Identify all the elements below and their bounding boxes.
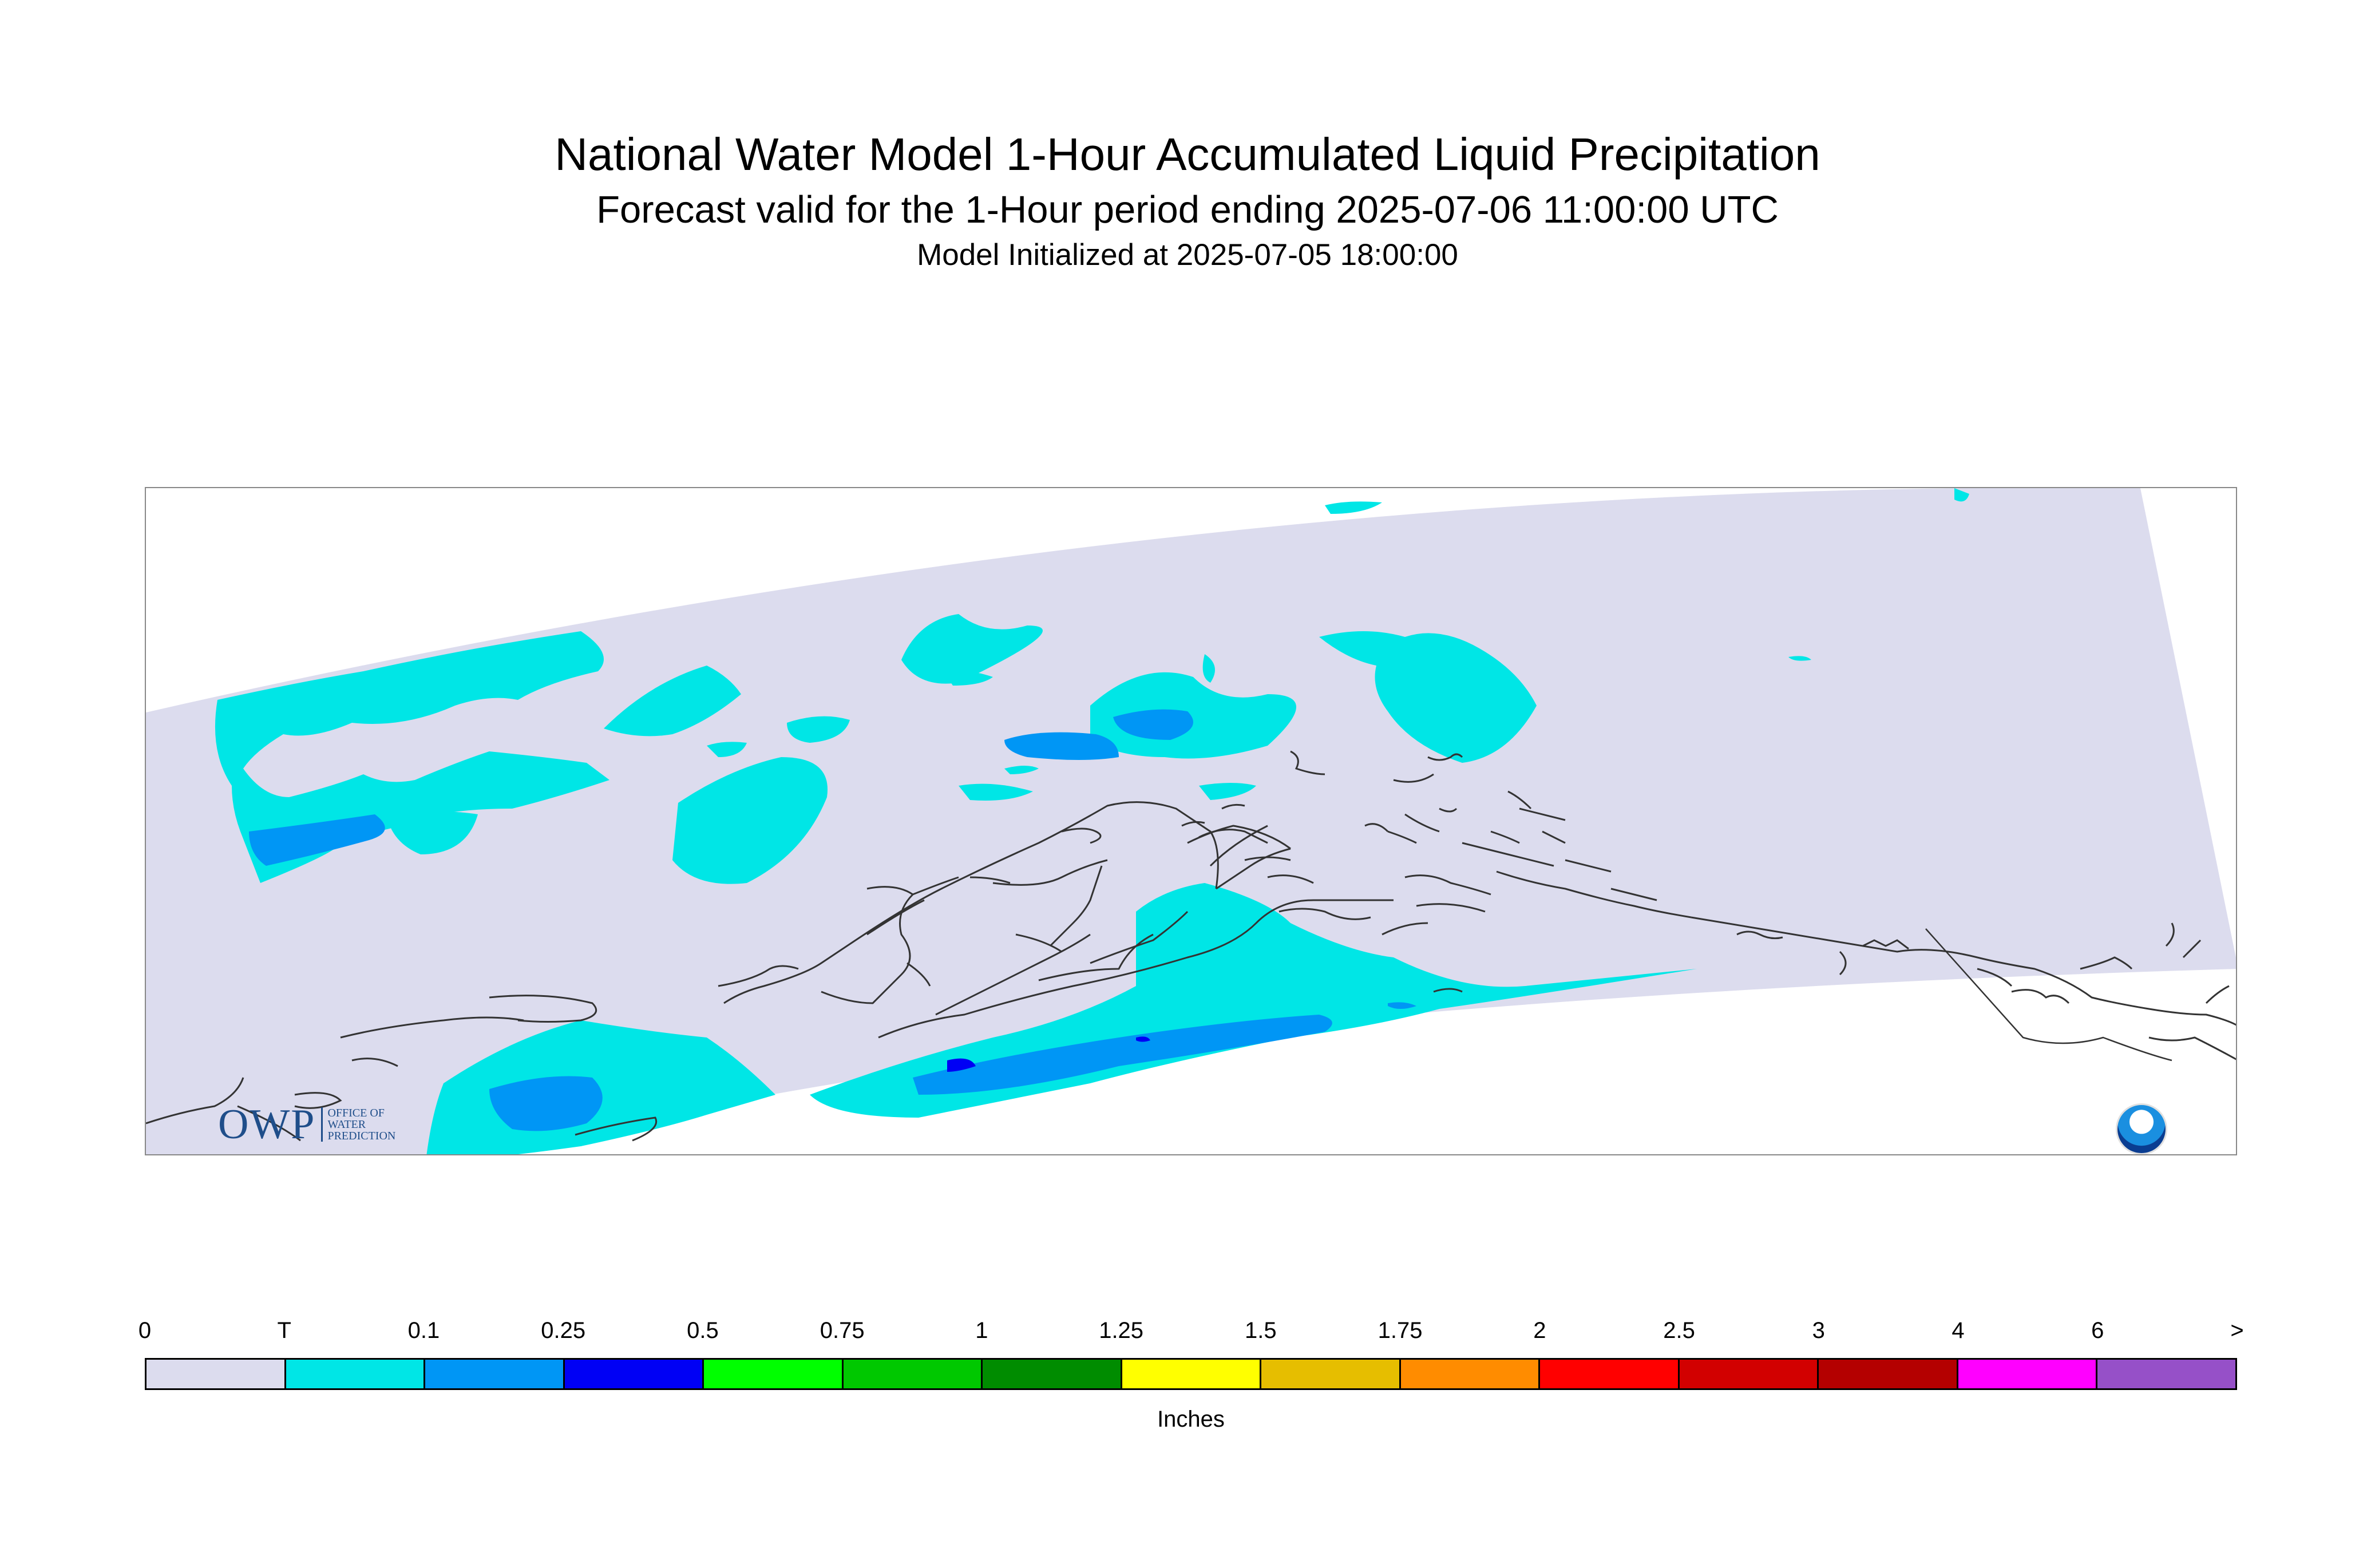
moderate-precip-areas	[947, 1036, 1150, 1072]
legend-tick-label: 0.25	[541, 1318, 586, 1343]
owp-logo-letters: OWP	[218, 1100, 316, 1148]
legend-bin	[2097, 1360, 2235, 1388]
owp-logo-line: WATER	[327, 1118, 366, 1131]
legend-bin	[286, 1360, 426, 1388]
owp-logo-line: OFFICE OF	[327, 1107, 385, 1119]
legend-tick-label: 1.75	[1378, 1318, 1423, 1343]
legend-bin	[1819, 1360, 1958, 1388]
legend-bin	[1958, 1360, 2098, 1388]
coastline-outlines	[146, 750, 2236, 1142]
legend-tick-label: 0.75	[820, 1318, 865, 1343]
legend-tick-label: 0.5	[687, 1318, 719, 1343]
legend-tick-label: 2.5	[1663, 1318, 1695, 1343]
legend-bin	[1540, 1360, 1680, 1388]
legend-bin	[1122, 1360, 1262, 1388]
legend-units-label: Inches	[1157, 1407, 1225, 1432]
legend-tick-labels: 0 T 0.1 0.25 0.5 0.75 1 1.25 1.5 1.75 2 2.5 3 4 6 >	[138, 1318, 2244, 1347]
page-title: National Water Model 1-Hour Accumulated …	[555, 129, 1820, 180]
legend-color-bins	[145, 1358, 2237, 1390]
legend-tick-label: >	[2230, 1318, 2244, 1343]
forecast-valid-subtitle: Forecast valid for the 1-Hour period end…	[596, 188, 1779, 231]
owp-logo-subtext: OFFICE OF WATER PREDICTION	[321, 1107, 395, 1142]
legend-bin	[704, 1360, 844, 1388]
legend-tick-label: 0.1	[407, 1318, 440, 1343]
model-domain	[146, 488, 2236, 1154]
legend-bin	[983, 1360, 1122, 1388]
legend-tick-label: 4	[1952, 1318, 1965, 1343]
border-lines	[1925, 928, 2172, 1062]
model-init-subtitle: Model Initialized at 2025-07-05 18:00:00	[917, 238, 1458, 272]
map-canvas	[146, 488, 2236, 1154]
legend-bin	[843, 1360, 983, 1388]
legend-tick-label: 1.25	[1099, 1318, 1144, 1343]
noaa-logo	[2116, 1103, 2167, 1154]
legend-tick-label: T	[277, 1318, 291, 1343]
legend-bin	[147, 1360, 286, 1388]
owp-logo: OWP OFFICE OF WATER PREDICTION	[218, 1100, 395, 1148]
legend-tick-label: 3	[1812, 1318, 1825, 1343]
legend-bin	[564, 1360, 704, 1388]
legend-bin	[425, 1360, 565, 1388]
legend-tick-label: 1	[975, 1318, 988, 1343]
light-precip-areas	[249, 709, 1416, 1131]
legend-tick-label: 2	[1533, 1318, 1546, 1343]
legend-bin	[1400, 1360, 1541, 1388]
legend-bin	[1679, 1360, 1819, 1388]
legend-tick-label: 6	[2091, 1318, 2104, 1343]
precipitation-map[interactable]: OWP OFFICE OF WATER PREDICTION	[145, 487, 2237, 1155]
legend-tick-label: 1.5	[1245, 1318, 1277, 1343]
color-legend: 0 T 0.1 0.25 0.5 0.75 1 1.25 1.5 1.75 2 2.5 3 4 6 > Inc…	[138, 1318, 2244, 1432]
owp-logo-line: PREDICTION	[327, 1130, 396, 1142]
legend-bin	[1261, 1360, 1401, 1388]
legend-tick-label: 0	[138, 1318, 152, 1343]
